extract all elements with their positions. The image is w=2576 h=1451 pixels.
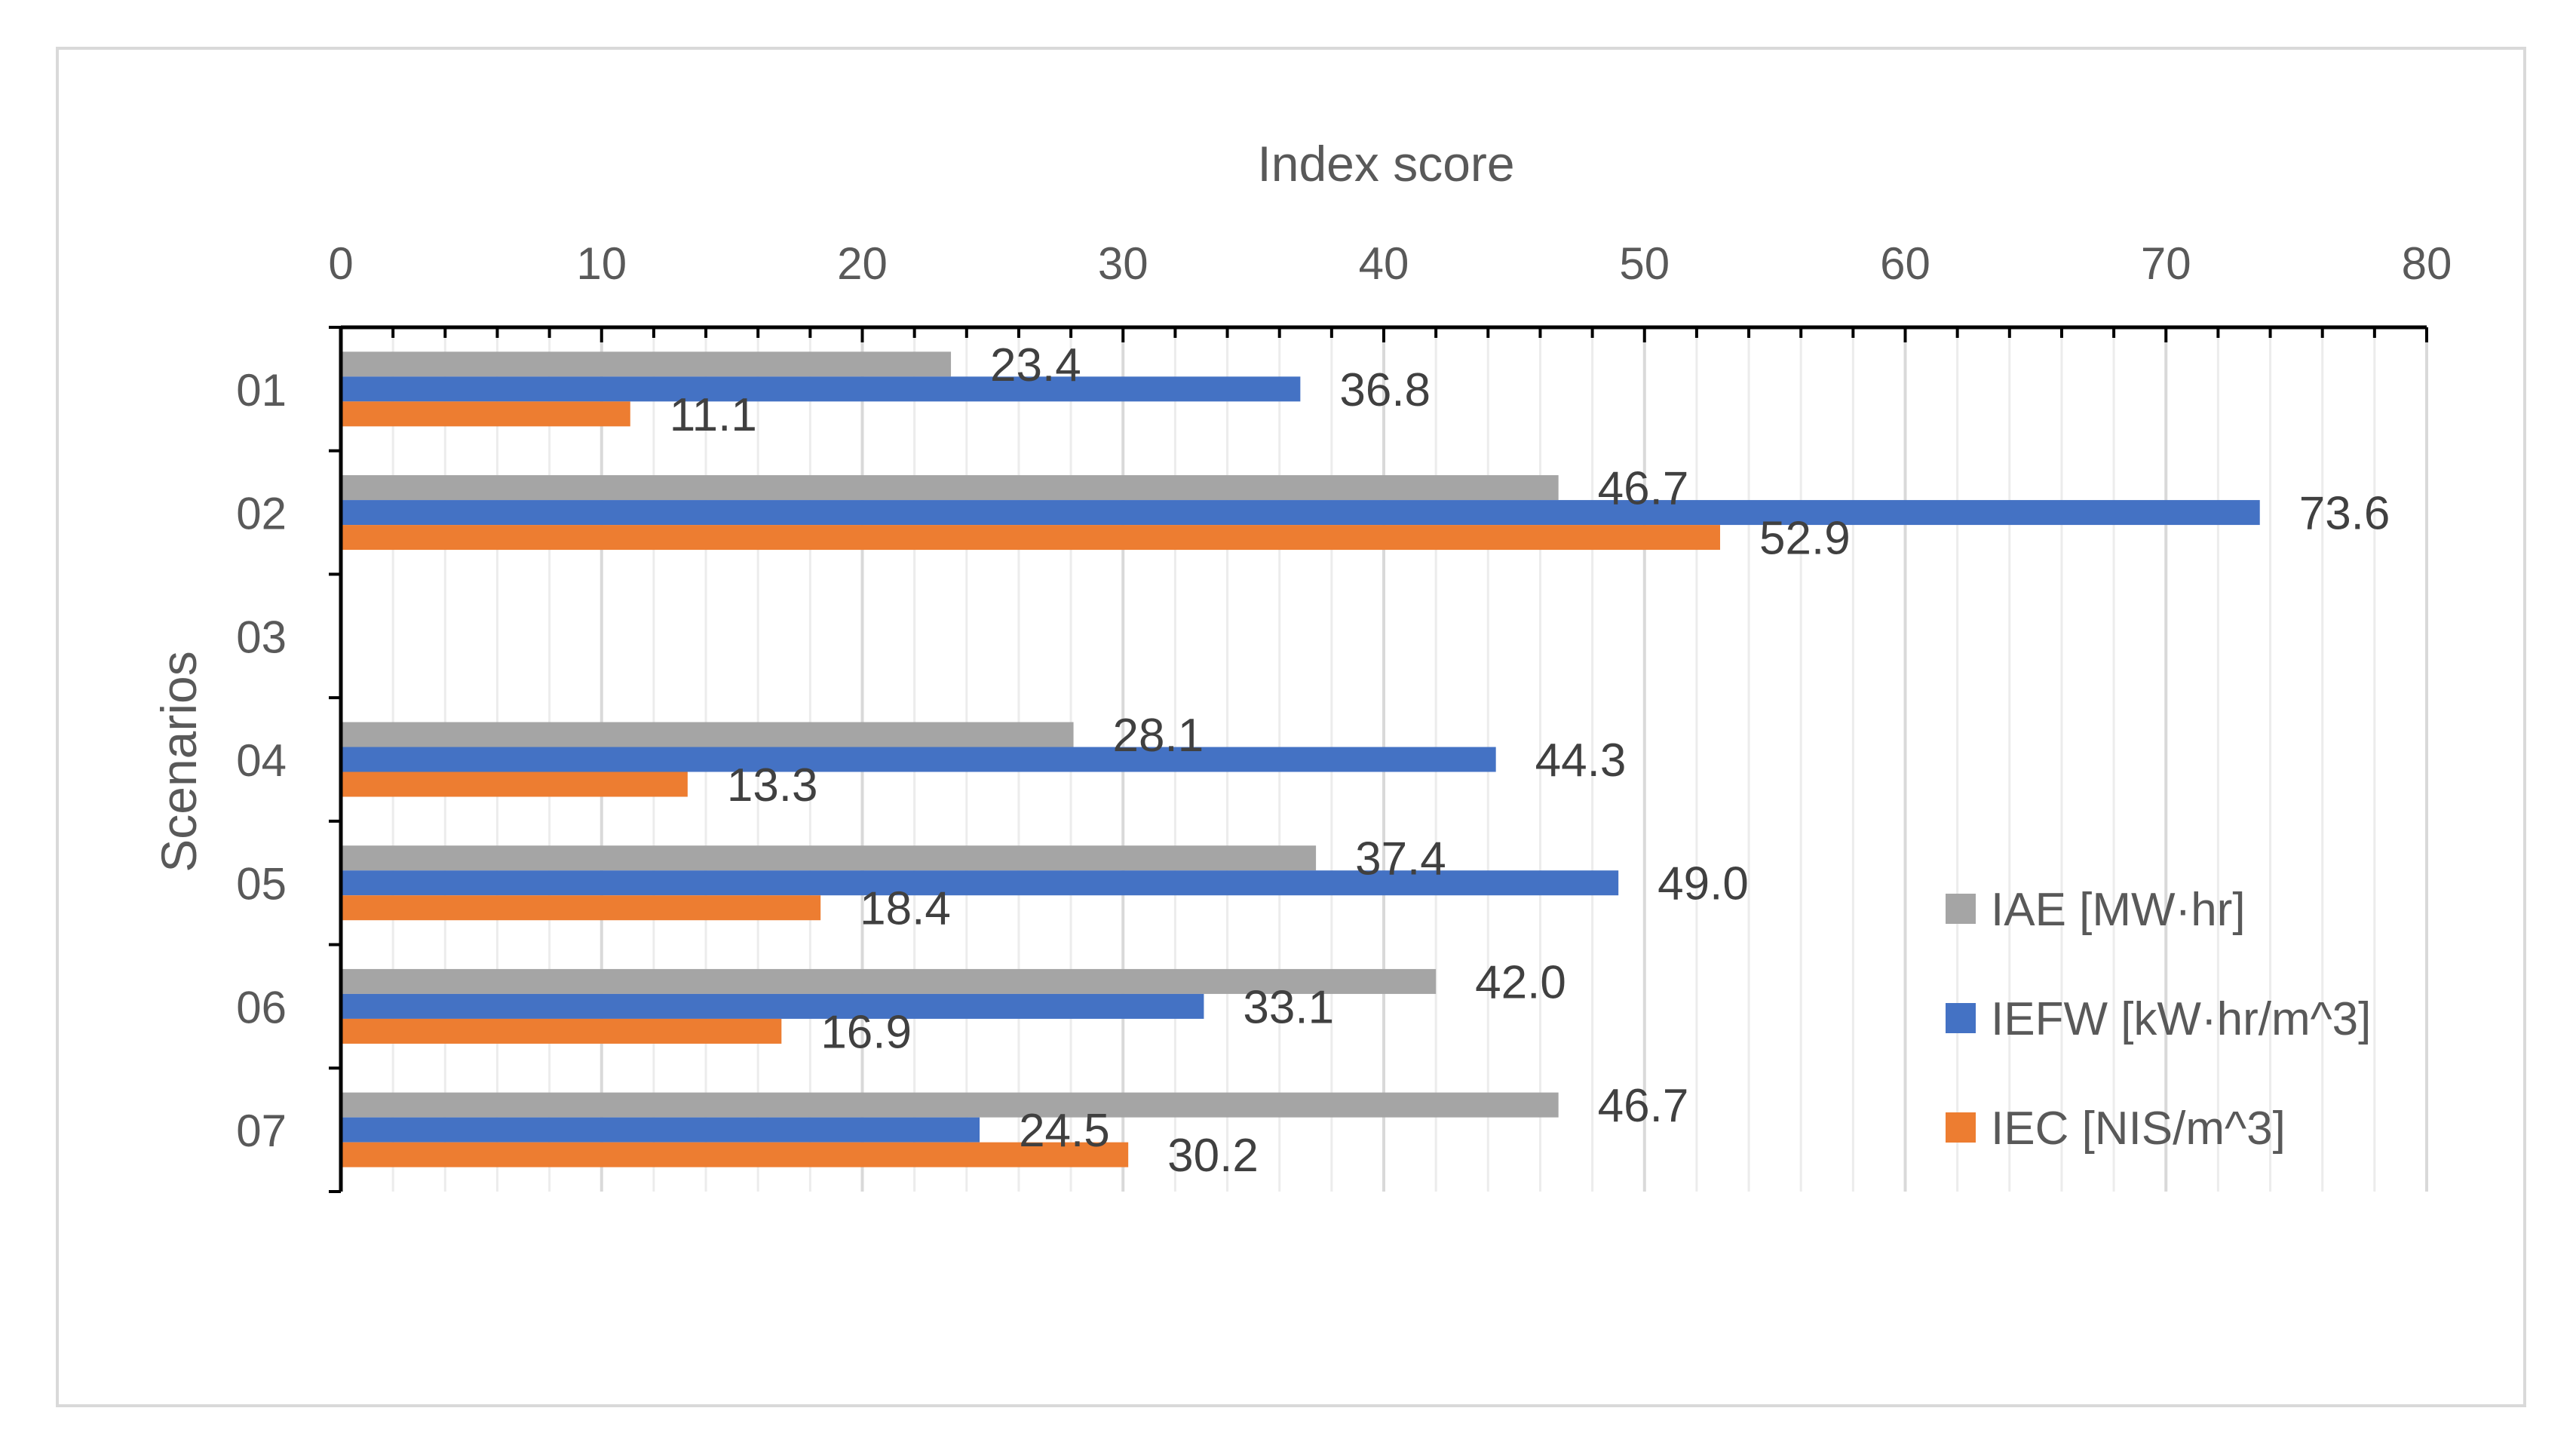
data-label-2-07: 24.5 (1019, 1105, 1110, 1157)
legend: IAE [MW·hr] IEFW [kW·hr/m^3] IEC [NIS/m^3] (1946, 884, 2371, 1155)
data-label-3-02: 52.9 (1759, 513, 1851, 565)
data-label-3-04: 13.3 (727, 759, 818, 811)
x-tick-label: 20 (837, 238, 888, 289)
bar-3-05 (341, 895, 821, 921)
bar-3-02 (341, 525, 1721, 551)
x-tick-label: 80 (2402, 238, 2452, 289)
legend-label-1: IAE [MW·hr] (1991, 884, 2246, 936)
bar-2-06 (341, 993, 1204, 1019)
data-label-1-02: 46.7 (1598, 463, 1689, 515)
data-label-1-07: 46.7 (1598, 1080, 1689, 1132)
bar-2-04 (341, 747, 1496, 772)
data-label-3-06: 16.9 (820, 1006, 912, 1058)
legend-label-3: IEC [NIS/m^3] (1991, 1103, 2286, 1155)
bar-1-01 (341, 351, 952, 377)
data-label-1-04: 28.1 (1113, 710, 1204, 762)
data-label-3-01: 11.1 (670, 389, 757, 441)
y-tick-label: 07 (236, 1106, 287, 1156)
bar-3-07 (341, 1142, 1129, 1167)
bars (341, 351, 2260, 1167)
bar-3-01 (341, 401, 630, 427)
bar-2-05 (341, 870, 1619, 896)
data-label-1-01: 23.4 (990, 339, 1081, 391)
axes: 0 10 20 30 40 50 60 70 80 01 02 03 04 05 06 07 (236, 238, 2452, 1193)
x-tick-label: 50 (1619, 238, 1670, 289)
x-tick-label: 60 (1880, 238, 1930, 289)
bar-2-07 (341, 1117, 980, 1143)
x-tick-label: 70 (2141, 238, 2191, 289)
x-tick-label: 10 (576, 238, 627, 289)
y-tick-label: 03 (236, 612, 287, 662)
x-axis-title: Index score (1257, 136, 1514, 192)
bar-3-06 (341, 1018, 782, 1044)
data-label-2-02: 73.6 (2299, 488, 2390, 540)
bar-1-05 (341, 845, 1317, 871)
data-label-1-05: 37.4 (1355, 833, 1446, 885)
legend-swatch-3 (1946, 1112, 1976, 1143)
y-tick-label: 01 (236, 365, 287, 416)
data-label-2-01: 36.8 (1339, 364, 1431, 416)
data-label-1-06: 42.0 (1475, 956, 1566, 1008)
data-labels: 23.4 36.8 11.1 46.7 73.6 52.9 28.1 44.3 13.3 37.4… (670, 339, 2390, 1182)
y-tick-label: 02 (236, 489, 287, 539)
bar-1-07 (341, 1092, 1559, 1118)
bar-1-02 (341, 475, 1559, 501)
data-label-3-05: 18.4 (860, 883, 951, 935)
x-tick-label: 30 (1098, 238, 1148, 289)
y-tick-label: 04 (236, 735, 287, 786)
data-label-3-07: 30.2 (1167, 1130, 1259, 1182)
x-tick-label: 40 (1359, 238, 1409, 289)
data-label-2-05: 49.0 (1658, 858, 1749, 910)
x-tick-label: 0 (328, 238, 353, 289)
bar-3-04 (341, 772, 688, 797)
data-label-2-04: 44.3 (1535, 735, 1627, 787)
y-tick-label: 06 (236, 982, 287, 1032)
legend-label-2: IEFW [kW·hr/m^3] (1991, 993, 2371, 1045)
legend-swatch-1 (1946, 894, 1976, 924)
bar-1-06 (341, 968, 1437, 994)
legend-swatch-2 (1946, 1003, 1976, 1033)
bar-2-02 (341, 500, 2260, 526)
data-label-2-06: 33.1 (1243, 981, 1334, 1033)
bar-1-04 (341, 722, 1074, 747)
bar-2-01 (341, 376, 1301, 402)
y-axis-title: Scenarios (151, 651, 207, 873)
y-tick-label: 05 (236, 859, 287, 910)
